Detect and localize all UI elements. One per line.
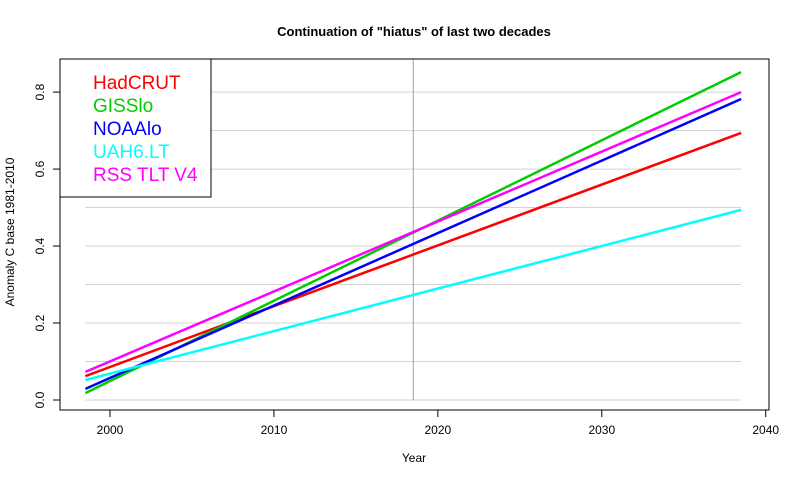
- legend-item: HadCRUT: [93, 73, 181, 94]
- y-tick-label: 0.0: [33, 391, 47, 408]
- x-tick-label: 2030: [588, 423, 615, 437]
- y-axis-label: Anomaly C base 1981-2010: [3, 157, 17, 306]
- legend-item: RSS TLT V4: [93, 165, 198, 186]
- legend-item: NOAAlo: [93, 119, 162, 140]
- x-axis: 2000 2010 2020 2030 2040: [97, 409, 779, 437]
- y-axis: 0.0 0.2 0.4 0.6 0.8: [33, 83, 60, 408]
- series-line-noaalo: [84, 97, 742, 390]
- y-tick-label: 0.2: [33, 314, 47, 331]
- y-tick-label: 0.6: [33, 160, 47, 177]
- legend-box: [59, 58, 212, 198]
- y-tick-label: 0.4: [33, 237, 47, 254]
- x-axis-label: Year: [402, 451, 426, 465]
- series-line-uah6-lt: [85, 208, 742, 382]
- chart-title: Continuation of "hiatus" of last two dec…: [277, 24, 551, 39]
- legend-item: UAH6.LT: [93, 142, 170, 163]
- x-tick-label: 2040: [752, 423, 779, 437]
- series-line-rss-tlt-v4: [84, 90, 742, 374]
- x-tick-label: 2010: [261, 423, 288, 437]
- series-lines: [84, 70, 742, 395]
- x-tick-label: 2000: [97, 423, 124, 437]
- series-line-hadcrut: [84, 131, 742, 378]
- x-tick-label: 2020: [425, 423, 452, 437]
- legend-item: GISSlo: [93, 96, 153, 117]
- y-tick-label: 0.8: [33, 83, 47, 100]
